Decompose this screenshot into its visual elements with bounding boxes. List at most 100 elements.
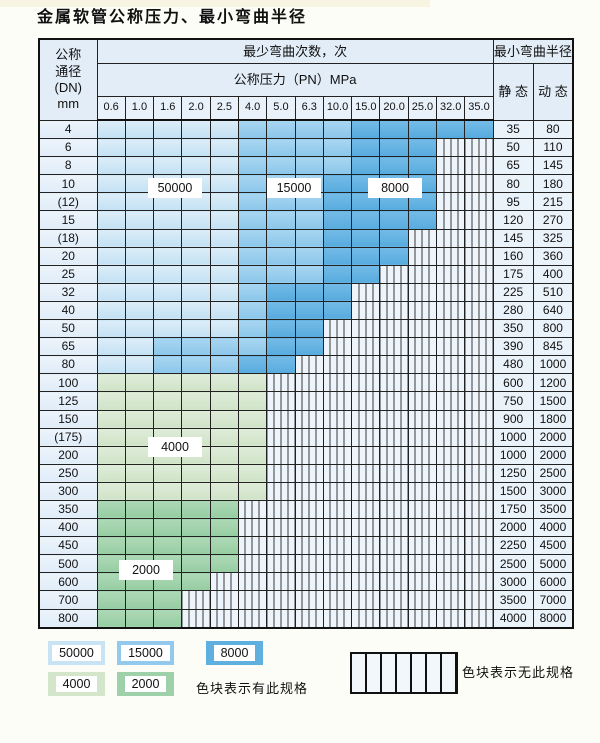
grid-cell <box>266 210 296 230</box>
static-value: 750 <box>492 391 534 411</box>
dn-cell: (12) <box>38 192 98 212</box>
grid-cell <box>209 572 239 592</box>
table-row: 125 750 1500 <box>38 391 574 411</box>
dn-cell: 600 <box>38 572 98 592</box>
static-value: 1500 <box>492 481 534 501</box>
table-row: 65 390 845 <box>38 337 574 357</box>
pressure-tick: 25.0 <box>407 96 438 121</box>
grid-cell <box>181 319 211 339</box>
pressure-tick: 35.0 <box>464 96 494 121</box>
cycle-count-label: 50000 <box>148 178 202 198</box>
grid-cell <box>436 590 466 610</box>
dynamic-value: 325 <box>532 228 574 248</box>
static-value: 3500 <box>492 590 534 610</box>
grid-cell <box>464 228 494 248</box>
grid-cell <box>407 572 438 592</box>
grid-cell <box>322 300 353 321</box>
dynamic-value: 2500 <box>532 463 574 483</box>
dynamic-value: 400 <box>532 264 574 284</box>
grid-cell <box>96 409 126 429</box>
dn-cell: 80 <box>38 355 98 375</box>
grid-cell <box>209 445 239 465</box>
grid-cell <box>294 300 324 321</box>
grid-cell <box>237 427 268 447</box>
dn-cell: 250 <box>38 463 98 483</box>
grid-cell <box>407 246 438 266</box>
grid-cell <box>266 319 296 339</box>
grid-cell <box>181 391 211 411</box>
static-value: 80 <box>492 174 534 194</box>
dn-cell: 10 <box>38 174 98 194</box>
grid-cell <box>209 536 239 556</box>
grid-cell <box>124 210 155 230</box>
grid-cell <box>294 264 324 284</box>
grid-cell <box>96 518 126 538</box>
pressure-tick: 1.6 <box>153 96 183 121</box>
grid-cell <box>96 282 126 302</box>
grid-cell <box>322 427 353 447</box>
grid-cell <box>294 518 324 538</box>
grid-cell <box>237 608 268 629</box>
dynamic-value: 800 <box>532 319 574 339</box>
grid-cell <box>124 391 155 411</box>
grid-cell <box>153 608 183 629</box>
table-row: 350 1750 3500 <box>38 499 574 520</box>
grid-cell <box>181 409 211 429</box>
grid-cell <box>124 192 155 212</box>
grid-cell <box>266 300 296 321</box>
grid-cell <box>181 481 211 501</box>
grid-cell <box>209 373 239 393</box>
dynamic-value: 360 <box>532 246 574 266</box>
table-row: 800 4000 8000 <box>38 608 574 629</box>
grid-cell <box>379 138 409 158</box>
pressure-tick: 0.6 <box>96 96 126 121</box>
grid-cell <box>124 518 155 538</box>
grid-cell <box>209 427 239 447</box>
grid-cell <box>266 282 296 302</box>
pressure-tick: 10.0 <box>322 96 353 121</box>
grid-cell <box>464 554 494 574</box>
grid-cell <box>153 246 183 266</box>
grid-cell <box>237 319 268 339</box>
grid-cell <box>322 319 353 339</box>
static-header: 静 态 <box>492 63 534 121</box>
dn-cell: 15 <box>38 210 98 230</box>
table-row: 4 35 80 <box>38 119 574 140</box>
grid-cell <box>379 590 409 610</box>
grid-cell <box>294 536 324 556</box>
grid-cell <box>209 481 239 501</box>
grid-cell <box>464 608 494 629</box>
grid-cell <box>96 246 126 266</box>
grid-cell <box>294 228 324 248</box>
grid-cell <box>379 264 409 284</box>
grid-cell <box>266 554 296 574</box>
grid-cell <box>322 156 353 176</box>
grid-cell <box>153 518 183 538</box>
table-row: 450 2250 4500 <box>38 536 574 556</box>
grid-cell <box>96 499 126 520</box>
grid-cell <box>351 264 381 284</box>
grid-cell <box>266 246 296 266</box>
grid-cell <box>124 355 155 375</box>
grid-cell <box>322 119 353 140</box>
grid-cell <box>436 391 466 411</box>
dn-cell: 700 <box>38 590 98 610</box>
grid-cell <box>209 119 239 140</box>
grid-cell <box>322 282 353 302</box>
grid-cell <box>464 337 494 357</box>
page-top-strip <box>0 0 430 7</box>
radius-header: 最小弯曲半径 <box>492 38 574 64</box>
grid-cell <box>464 246 494 266</box>
dn-cell: 6 <box>38 138 98 158</box>
dn-cell: 300 <box>38 481 98 501</box>
grid-cell <box>124 300 155 321</box>
dn-cell: 100 <box>38 373 98 393</box>
grid-cell <box>124 337 155 357</box>
grid-cell <box>124 373 155 393</box>
grid-cell <box>294 337 324 357</box>
grid-cell <box>266 590 296 610</box>
grid-cell <box>436 192 466 212</box>
grid-cell <box>181 536 211 556</box>
grid-cell <box>407 373 438 393</box>
legend-swatch-label: 2000 <box>124 676 167 692</box>
